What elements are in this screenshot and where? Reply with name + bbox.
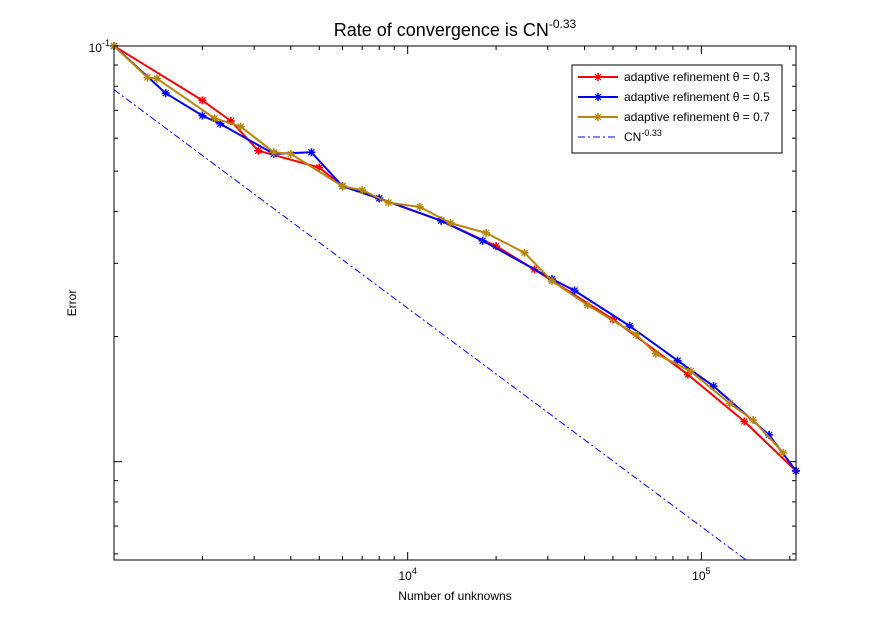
data-point	[152, 74, 161, 83]
data-point	[415, 202, 424, 211]
series-4	[113, 89, 747, 561]
data-point	[594, 113, 602, 121]
chart-title: Rate of convergence is CN-0.33	[334, 17, 577, 40]
data-point	[198, 96, 207, 105]
data-point	[725, 399, 734, 408]
data-point	[482, 228, 491, 237]
data-point	[625, 322, 634, 331]
y-tick-label: 10-1	[89, 38, 110, 55]
data-point	[594, 93, 602, 101]
series-line	[113, 45, 784, 454]
data-point	[749, 415, 758, 424]
data-point	[594, 73, 602, 81]
legend-box	[571, 64, 783, 154]
data-point	[779, 448, 788, 457]
series-line	[113, 89, 747, 561]
legend-item: adaptive refinement θ = 0.5	[578, 90, 770, 104]
data-point	[583, 301, 592, 310]
legend-label: CN-0.33	[624, 128, 662, 144]
data-point	[161, 89, 170, 98]
x-tick-label: 104	[398, 566, 416, 583]
y-axis-label: Error	[65, 290, 79, 317]
data-point	[358, 186, 367, 195]
data-point	[651, 349, 660, 358]
legend-item: adaptive refinement θ = 0.7	[578, 110, 770, 124]
x-tick-label: 105	[692, 566, 710, 583]
data-point	[307, 148, 316, 157]
legend-label: adaptive refinement θ = 0.5	[624, 90, 770, 104]
data-point	[686, 367, 695, 376]
data-point	[236, 122, 245, 131]
data-point	[478, 236, 487, 245]
axis-tick-labels: 104 105 10-1	[89, 38, 711, 583]
data-point	[384, 198, 393, 207]
x-axis-label: Number of unknowns	[398, 589, 511, 603]
legend-item: adaptive refinement θ = 0.3	[578, 70, 770, 84]
data-point	[446, 219, 455, 228]
data-point	[210, 114, 219, 123]
data-point	[570, 286, 579, 295]
data-point	[740, 417, 749, 426]
legend-label: adaptive refinement θ = 0.7	[624, 110, 770, 124]
data-point	[198, 111, 207, 120]
data-point	[547, 277, 556, 286]
data-point	[143, 73, 152, 82]
data-point	[269, 148, 278, 157]
data-point	[520, 248, 529, 257]
data-point	[632, 330, 641, 339]
data-point	[286, 149, 295, 158]
legend-label: adaptive refinement θ = 0.3	[624, 70, 770, 84]
legend-item: CN-0.33	[578, 128, 662, 144]
legend: adaptive refinement θ = 0.3 adaptive refi…	[571, 64, 783, 154]
data-point	[338, 182, 347, 191]
data-point	[254, 146, 263, 155]
plot-frame	[113, 45, 797, 561]
